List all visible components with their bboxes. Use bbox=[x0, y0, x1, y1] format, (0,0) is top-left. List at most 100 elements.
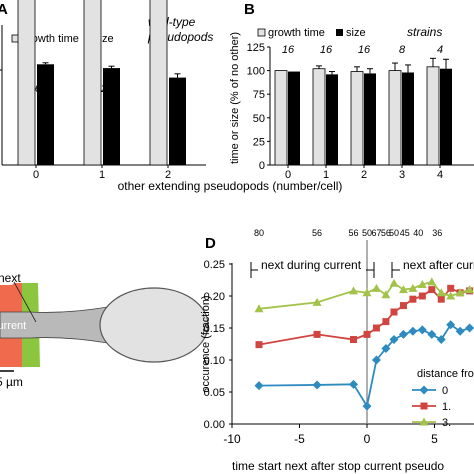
panel-d-count-label: 36 bbox=[432, 228, 442, 238]
legend-d-marker bbox=[420, 402, 428, 410]
panel-b-y-tick-label: 100 bbox=[247, 66, 265, 78]
legend-d-label: 3. bbox=[442, 417, 451, 429]
panel-d-count-label: 80 bbox=[254, 228, 264, 238]
series-point-0 bbox=[389, 335, 399, 345]
region-left-label: next during current bbox=[261, 258, 362, 272]
bar-a-growth-time bbox=[17, 0, 36, 166]
panel-a: A 51 growth time size wild-type pseudopo… bbox=[0, 0, 213, 181]
panel-d-y-axis-label: occurence (fraction) bbox=[200, 295, 212, 392]
series-point-2 bbox=[371, 283, 381, 292]
legend-d-marker bbox=[419, 385, 429, 395]
panel-a-n-label: 622 bbox=[35, 83, 53, 95]
panel-b-y-axis-label: time or size (% of no other) bbox=[229, 32, 241, 164]
panel-d-x-tick-label: 5 bbox=[431, 432, 438, 446]
series-point-2 bbox=[312, 297, 322, 306]
panel-d-x-tick-label: -10 bbox=[223, 432, 241, 446]
panel-d-count-label: 50 bbox=[362, 228, 372, 238]
panel-b-y-tick-label: 125 bbox=[247, 42, 265, 54]
panel-d-count-label: 67 bbox=[371, 228, 381, 238]
diagram-current-label: current bbox=[0, 320, 26, 332]
series-point-0 bbox=[362, 401, 372, 411]
series-point-1 bbox=[447, 284, 455, 292]
series-point-2 bbox=[398, 285, 408, 294]
panel-b-y-tick-label: 75 bbox=[253, 89, 265, 101]
panel-b-n-label: 16 bbox=[358, 44, 371, 56]
legend-b-size-swatch bbox=[336, 29, 343, 36]
panel-b-x-tick-label: 4 bbox=[437, 169, 443, 181]
bar-a-size bbox=[169, 77, 186, 165]
legend-b-growth-label: growth time bbox=[268, 27, 325, 39]
legend-d-title: distance from bbox=[417, 368, 474, 380]
panel-d-x-axis-label: time start next after stop current pseud… bbox=[232, 459, 444, 473]
panel-d-y-tick-label: 0.25 bbox=[204, 259, 225, 271]
series-point-0 bbox=[417, 325, 427, 335]
region-right-label-bg bbox=[400, 257, 474, 272]
panel-b: B time or size (% of no other) 0 25 50 75 10… bbox=[229, 1, 474, 181]
panel-b-annotation: strains bbox=[407, 25, 442, 39]
series-point-1 bbox=[363, 330, 371, 338]
panel-d-x-tick-label: 0 bbox=[364, 432, 371, 446]
panel-d-y-tick-label: 0.10 bbox=[204, 355, 225, 367]
panel-b-y-tick-label: 50 bbox=[253, 113, 265, 125]
series-point-1 bbox=[418, 292, 426, 300]
series-point-0 bbox=[254, 381, 264, 391]
panel-b-y-tick-label: 0 bbox=[259, 160, 265, 172]
panel-b-n-label: 16 bbox=[282, 44, 295, 56]
series-point-1 bbox=[409, 295, 417, 303]
series-point-0 bbox=[465, 323, 474, 333]
legend-b-size-label: size bbox=[346, 27, 366, 39]
panel-a-x-tick-label: 2 bbox=[165, 169, 171, 181]
series-point-2 bbox=[254, 304, 264, 313]
series-point-2 bbox=[381, 290, 391, 299]
panel-b-y-tick-label: 25 bbox=[253, 136, 265, 148]
panel-a-n-label: 31 bbox=[170, 83, 182, 95]
panel-b-n-label: 4 bbox=[437, 44, 443, 56]
series-point-0 bbox=[427, 329, 437, 339]
bar-b-growth-time bbox=[388, 70, 402, 166]
bar-b-size bbox=[402, 72, 414, 165]
series-point-2 bbox=[455, 288, 465, 297]
panel-d-count-label: 50 bbox=[389, 228, 399, 238]
panel-b-n-label: 8 bbox=[399, 44, 406, 56]
panel-d-count-label: 56 bbox=[381, 228, 391, 238]
bar-b-size bbox=[326, 74, 338, 165]
bar-b-size bbox=[440, 68, 452, 165]
series-point-1 bbox=[382, 318, 390, 326]
series-point-1 bbox=[428, 286, 436, 294]
series-point-0 bbox=[436, 335, 446, 345]
panel-a-n-label: 217 bbox=[100, 83, 120, 95]
series-point-1 bbox=[399, 302, 407, 310]
series-point-0 bbox=[408, 326, 418, 336]
panel-d-y-tick-label: 0.05 bbox=[204, 387, 225, 399]
series-point-1 bbox=[437, 295, 445, 303]
region-left-label-bg bbox=[258, 257, 366, 272]
series-point-1 bbox=[313, 330, 321, 338]
series-point-0 bbox=[312, 380, 322, 390]
panel-a-letter: A bbox=[0, 1, 8, 18]
series-point-0 bbox=[455, 326, 465, 336]
legend-a-growth-label: growth time bbox=[22, 33, 79, 45]
series-point-0 bbox=[398, 329, 408, 339]
panel-b-x-tick-label: 3 bbox=[399, 169, 405, 181]
legend-d-box bbox=[407, 364, 474, 422]
shared-x-axis-label: other extending pseudopods (number/cell) bbox=[118, 179, 343, 193]
series-point-1 bbox=[390, 308, 398, 316]
region-right-label: next after curren bbox=[403, 258, 474, 272]
series-point-1 bbox=[372, 324, 380, 332]
panel-d-y-tick-label: 0.20 bbox=[204, 291, 225, 303]
panel-b-x-tick-label: 1 bbox=[323, 169, 329, 181]
panel-d-y-tick-label: 0.00 bbox=[204, 419, 225, 431]
panel-d-count-label: 56 bbox=[348, 228, 358, 238]
bar-a-growth-time bbox=[83, 0, 102, 166]
legend-d-label: 1. bbox=[442, 401, 451, 413]
series-point-2 bbox=[446, 291, 456, 300]
legend-b-growth-swatch bbox=[257, 28, 266, 37]
series-point-2 bbox=[427, 277, 437, 286]
panel-c-diagram: next current 5 µm bbox=[0, 271, 209, 389]
panel-a-x-tick-label: 1 bbox=[99, 169, 105, 181]
panel-b-letter: B bbox=[244, 1, 255, 18]
bar-a-growth-time bbox=[149, 0, 168, 166]
series-point-0 bbox=[446, 320, 456, 330]
